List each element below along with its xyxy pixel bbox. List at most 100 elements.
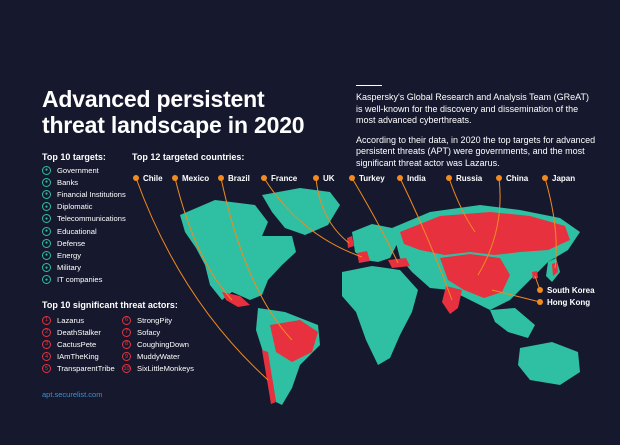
- target-item: ● Military: [42, 262, 126, 274]
- actor-item: 8 CoughingDown: [122, 338, 194, 350]
- actor-item: 7 Sofacy: [122, 326, 194, 338]
- defense-icon: ●: [42, 238, 51, 248]
- dot-russia: [446, 175, 452, 181]
- target-label: Financial Institutions: [57, 189, 126, 199]
- leader-hong-kong: [491, 289, 541, 303]
- page-title: Advanced persistent threat landscape in …: [42, 86, 305, 138]
- actor-rank: 10: [122, 364, 131, 374]
- target-item: ● Government: [42, 164, 126, 176]
- telecom-icon: ●: [42, 214, 51, 224]
- dot-france: [261, 175, 267, 181]
- leader-china: [477, 177, 501, 276]
- target-item: ● IT companies: [42, 274, 126, 286]
- countries-heading: Top 12 targeted countries:: [132, 152, 245, 162]
- actor-name: TransparentTribe: [57, 364, 115, 374]
- military-icon: ●: [42, 263, 51, 273]
- actor-rank: 3: [42, 339, 51, 349]
- actor-item: 2 DeathStalker: [42, 326, 115, 338]
- actor-name: DeathStalker: [57, 327, 101, 337]
- actor-name: CactusPete: [57, 339, 97, 349]
- leader-india: [399, 177, 453, 301]
- title-line-2: threat landscape in 2020: [42, 112, 305, 138]
- leader-brazil: [220, 177, 293, 341]
- southeast-asia: [490, 308, 535, 338]
- dot-uk: [313, 175, 319, 181]
- dot-china: [496, 175, 502, 181]
- actor-rank: 6: [122, 315, 131, 325]
- source-link[interactable]: apt.securelist.com: [42, 390, 103, 399]
- dot-south-korea: [537, 287, 543, 293]
- target-label: Telecommunications: [57, 214, 126, 224]
- target-item: ● Banks: [42, 176, 126, 188]
- actor-rank: 7: [122, 327, 131, 337]
- actor-name: StrongPity: [137, 315, 173, 325]
- dot-chile: [133, 175, 139, 181]
- country-label-mexico: Mexico: [182, 174, 210, 183]
- it-icon: ●: [42, 275, 51, 285]
- region-uk: [347, 236, 354, 248]
- target-label: Military: [57, 263, 82, 273]
- region-brazil: [270, 320, 318, 362]
- region-south-korea: [532, 271, 538, 279]
- greenland: [262, 188, 340, 235]
- dot-mexico: [172, 175, 178, 181]
- actor-item: 9 MuddyWater: [122, 351, 194, 363]
- country-label-china: China: [506, 174, 529, 183]
- leader-russia: [448, 177, 476, 233]
- government-icon: ●: [42, 165, 51, 175]
- target-label: Government: [57, 165, 99, 175]
- actor-name: SixLittleMonkeys: [137, 364, 194, 374]
- actor-rank: 1: [42, 315, 51, 325]
- actors-list-left: 1 Lazarus 2 DeathStalker 3 CactusPete 4 IAmT…: [42, 314, 115, 375]
- intro-paragraph-1: Kaspersky's Global Research and Analysis…: [356, 92, 589, 125]
- actor-item: 1 Lazarus: [42, 314, 115, 326]
- region-turkey: [388, 258, 410, 268]
- energy-icon: ●: [42, 250, 51, 260]
- targets-list: ● Government ● Banks ● Financial Institutio…: [42, 164, 126, 286]
- country-label-japan: Japan: [552, 174, 576, 183]
- leader-turkey: [351, 177, 399, 264]
- region-mexico: [222, 292, 250, 307]
- target-item: ● Diplomatic: [42, 201, 126, 213]
- actor-rank: 8: [122, 339, 131, 349]
- leader-dots: [133, 175, 548, 305]
- country-label-france: France: [271, 174, 298, 183]
- actor-item: 5 TransparentTribe: [42, 363, 115, 375]
- country-label-south-korea: South Korea: [547, 286, 595, 295]
- leader-france: [263, 177, 363, 258]
- actors-list-right: 6 StrongPity 7 Sofacy 8 CoughingDown 9 Muddy…: [122, 314, 194, 375]
- finance-icon: ●: [42, 189, 51, 199]
- country-label-india: India: [407, 174, 426, 183]
- intro-paragraph-2: According to their data, in 2020 the top…: [356, 134, 596, 168]
- target-label: Banks: [57, 177, 79, 187]
- leader-chile: [135, 177, 269, 381]
- intro-text: Kaspersky's Global Research and Analysis…: [356, 92, 596, 177]
- country-label-turkey: Turkey: [359, 174, 385, 183]
- actor-name: IAmTheKing: [57, 352, 99, 362]
- dot-turkey: [349, 175, 355, 181]
- target-label: Energy: [57, 250, 82, 260]
- dot-japan: [542, 175, 548, 181]
- intro-divider: [356, 85, 382, 86]
- actor-name: Sofacy: [137, 327, 161, 337]
- target-label: Defense: [57, 238, 86, 248]
- targeted-regions: [222, 212, 570, 404]
- dot-india: [397, 175, 403, 181]
- africa: [342, 266, 418, 365]
- north-america: [180, 200, 296, 300]
- actor-rank: 9: [122, 352, 131, 362]
- region-japan: [552, 262, 558, 276]
- region-france: [357, 251, 370, 263]
- region-chile: [262, 350, 276, 404]
- australia: [518, 342, 580, 385]
- country-label-brazil: Brazil: [228, 174, 250, 183]
- target-item: ● Educational: [42, 225, 126, 237]
- dot-brazil: [218, 175, 224, 181]
- education-icon: ●: [42, 226, 51, 236]
- target-item: ● Financial Institutions: [42, 188, 126, 200]
- actor-rank: 4: [42, 352, 51, 362]
- actor-item: 10 SixLittleMonkeys: [122, 363, 194, 375]
- targets-heading: Top 10 targets:: [42, 152, 106, 162]
- target-item: ● Energy: [42, 249, 126, 261]
